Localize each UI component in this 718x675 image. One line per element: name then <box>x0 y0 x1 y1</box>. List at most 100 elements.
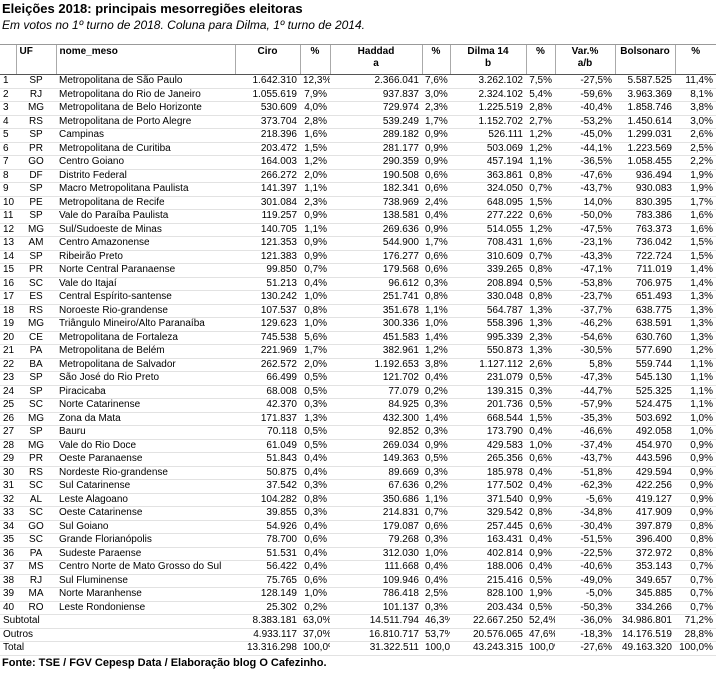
table-cell: 7,5% <box>526 74 555 89</box>
table-cell: 0,4% <box>422 560 450 575</box>
table-cell: -50,3% <box>555 601 615 615</box>
table-cell: 1,2% <box>300 155 330 170</box>
table-cell: 21 <box>0 344 16 359</box>
table-cell: 262.572 <box>235 358 300 372</box>
table-cell: 324.050 <box>450 182 526 197</box>
table-cell: SC <box>16 277 56 291</box>
table-cell: 2,3% <box>422 101 450 116</box>
table-cell: 0,9% <box>422 223 450 237</box>
table-cell: 149.363 <box>330 452 422 467</box>
table-cell: 104.282 <box>235 493 300 507</box>
summary-row: Outros4.933.11737,0%16.810.71753,7%20.57… <box>0 628 716 642</box>
table-row: 24 SP Piracicaba 68.008 0,5% 77.079 0,2% 139.31… <box>0 385 716 399</box>
table-cell: 0,5% <box>300 439 330 453</box>
table-cell: -45,0% <box>555 128 615 143</box>
summary-cell: 52,4% <box>526 614 555 629</box>
header-cell: % <box>674 44 716 75</box>
table-cell: 2,5% <box>675 142 716 156</box>
table-cell: 2,8% <box>300 115 330 129</box>
table-cell: 1,9% <box>675 182 716 197</box>
table-cell: 0,4% <box>300 520 330 534</box>
table-cell: 129.623 <box>235 317 300 332</box>
table-cell: 0,6% <box>422 250 450 264</box>
table-cell: 310.609 <box>450 250 526 264</box>
table-cell: 1,5% <box>526 196 555 210</box>
table-row: 18 RS Noroeste Rio-grandense 107.537 0,8% 351… <box>0 304 716 318</box>
table-row: 4 RS Metropolitana de Porto Alegre 373.704 2… <box>0 115 716 129</box>
table-cell: 257.445 <box>450 520 526 534</box>
table-cell: 0,8% <box>526 263 555 278</box>
table-row: 17 ES Central Espírito-santense 130.242 1,0%… <box>0 290 716 305</box>
table-cell: 2,8% <box>526 101 555 116</box>
table-cell: 936.494 <box>615 169 675 183</box>
table-cell: 1.858.746 <box>615 101 675 116</box>
table-cell: Norte Catarinense <box>56 398 235 413</box>
table-cell: SC <box>16 533 56 548</box>
table-cell: 1,4% <box>675 277 716 291</box>
table-cell: 1,1% <box>422 304 450 318</box>
table-cell: 0,9% <box>300 236 330 251</box>
table-cell: Piracicaba <box>56 385 235 399</box>
table-row: 19 MG Triângulo Mineiro/Alto Paranaíba 129.… <box>0 317 716 332</box>
table-cell: 1.642.310 <box>235 74 300 89</box>
table-cell: Metropolitana de São Paulo <box>56 74 235 89</box>
table-cell: Metropolitana de Salvador <box>56 358 235 372</box>
table-cell: 708.431 <box>450 236 526 251</box>
table-cell: 119.257 <box>235 209 300 224</box>
table-cell: PR <box>16 452 56 467</box>
table-cell: 218.396 <box>235 128 300 143</box>
table-cell: 545.130 <box>615 371 675 386</box>
table-row: 30 RS Nordeste Rio-grandense 50.875 0,4% 89.6… <box>0 466 716 480</box>
table-cell: 25.302 <box>235 601 300 615</box>
table-cell: 1,3% <box>675 290 716 305</box>
table-cell: 201.736 <box>450 398 526 413</box>
table-cell: 1,1% <box>300 223 330 237</box>
table-cell: 0,9% <box>300 209 330 224</box>
table-cell: 0,4% <box>526 479 555 494</box>
table-cell: 289.182 <box>330 128 422 143</box>
header-cell: Haddad a <box>329 44 422 75</box>
table-cell: Sul Fluminense <box>56 574 235 588</box>
table-cell: 373.704 <box>235 115 300 129</box>
header-text: Var.% <box>571 46 599 57</box>
table-cell: 0,9% <box>422 128 450 143</box>
table-cell: 830.395 <box>615 196 675 210</box>
table-cell: 0,5% <box>300 385 330 399</box>
table-cell: 99.850 <box>235 263 300 278</box>
table-cell: SP <box>16 371 56 386</box>
table-cell: 350.686 <box>330 493 422 507</box>
table-cell: 1,2% <box>675 344 716 359</box>
table-cell: Nordeste Rio-grandense <box>56 466 235 480</box>
table-cell: 0,6% <box>526 520 555 534</box>
header-cell: Var.% a/b <box>554 44 615 75</box>
summary-cell: 4.933.117 <box>235 628 300 642</box>
table-cell: 42.370 <box>235 398 300 413</box>
table-cell: 3,0% <box>675 115 716 129</box>
table-cell: 78.700 <box>235 533 300 548</box>
table-cell: 1.450.614 <box>615 115 675 129</box>
table-row: 33 SC Oeste Catarinense 39.855 0,3% 214.831 0,… <box>0 506 716 521</box>
header-cell: Ciro <box>234 44 300 75</box>
table-cell: 0,4% <box>300 277 330 291</box>
table-cell: -43,3% <box>555 250 615 264</box>
table-cell: 397.879 <box>615 520 675 534</box>
table-row: 11 SP Vale do Paraíba Paulista 119.257 0,9% 1… <box>0 209 716 224</box>
table-cell: 1,3% <box>675 317 716 332</box>
table-cell: 1,0% <box>422 547 450 561</box>
table-cell: 2,4% <box>422 196 450 210</box>
table-cell: 1,7% <box>422 236 450 251</box>
table-row: 13 AM Centro Amazonense 121.353 0,9% 544.900 1… <box>0 236 716 251</box>
summary-cell: 100,0% <box>526 641 555 656</box>
table-cell: 1,1% <box>675 371 716 386</box>
table-cell: -47,3% <box>555 371 615 386</box>
table-cell: 429.594 <box>615 466 675 480</box>
table-cell: -27,5% <box>555 74 615 89</box>
table-cell: MA <box>16 587 56 602</box>
table-cell: 2,6% <box>675 128 716 143</box>
table-cell: 1,5% <box>526 412 555 426</box>
table-cell: SC <box>16 506 56 521</box>
table-cell: RS <box>16 115 56 129</box>
table-cell: 0,9% <box>422 439 450 453</box>
table-cell: MG <box>16 317 56 332</box>
table-cell: 203.434 <box>450 601 526 615</box>
